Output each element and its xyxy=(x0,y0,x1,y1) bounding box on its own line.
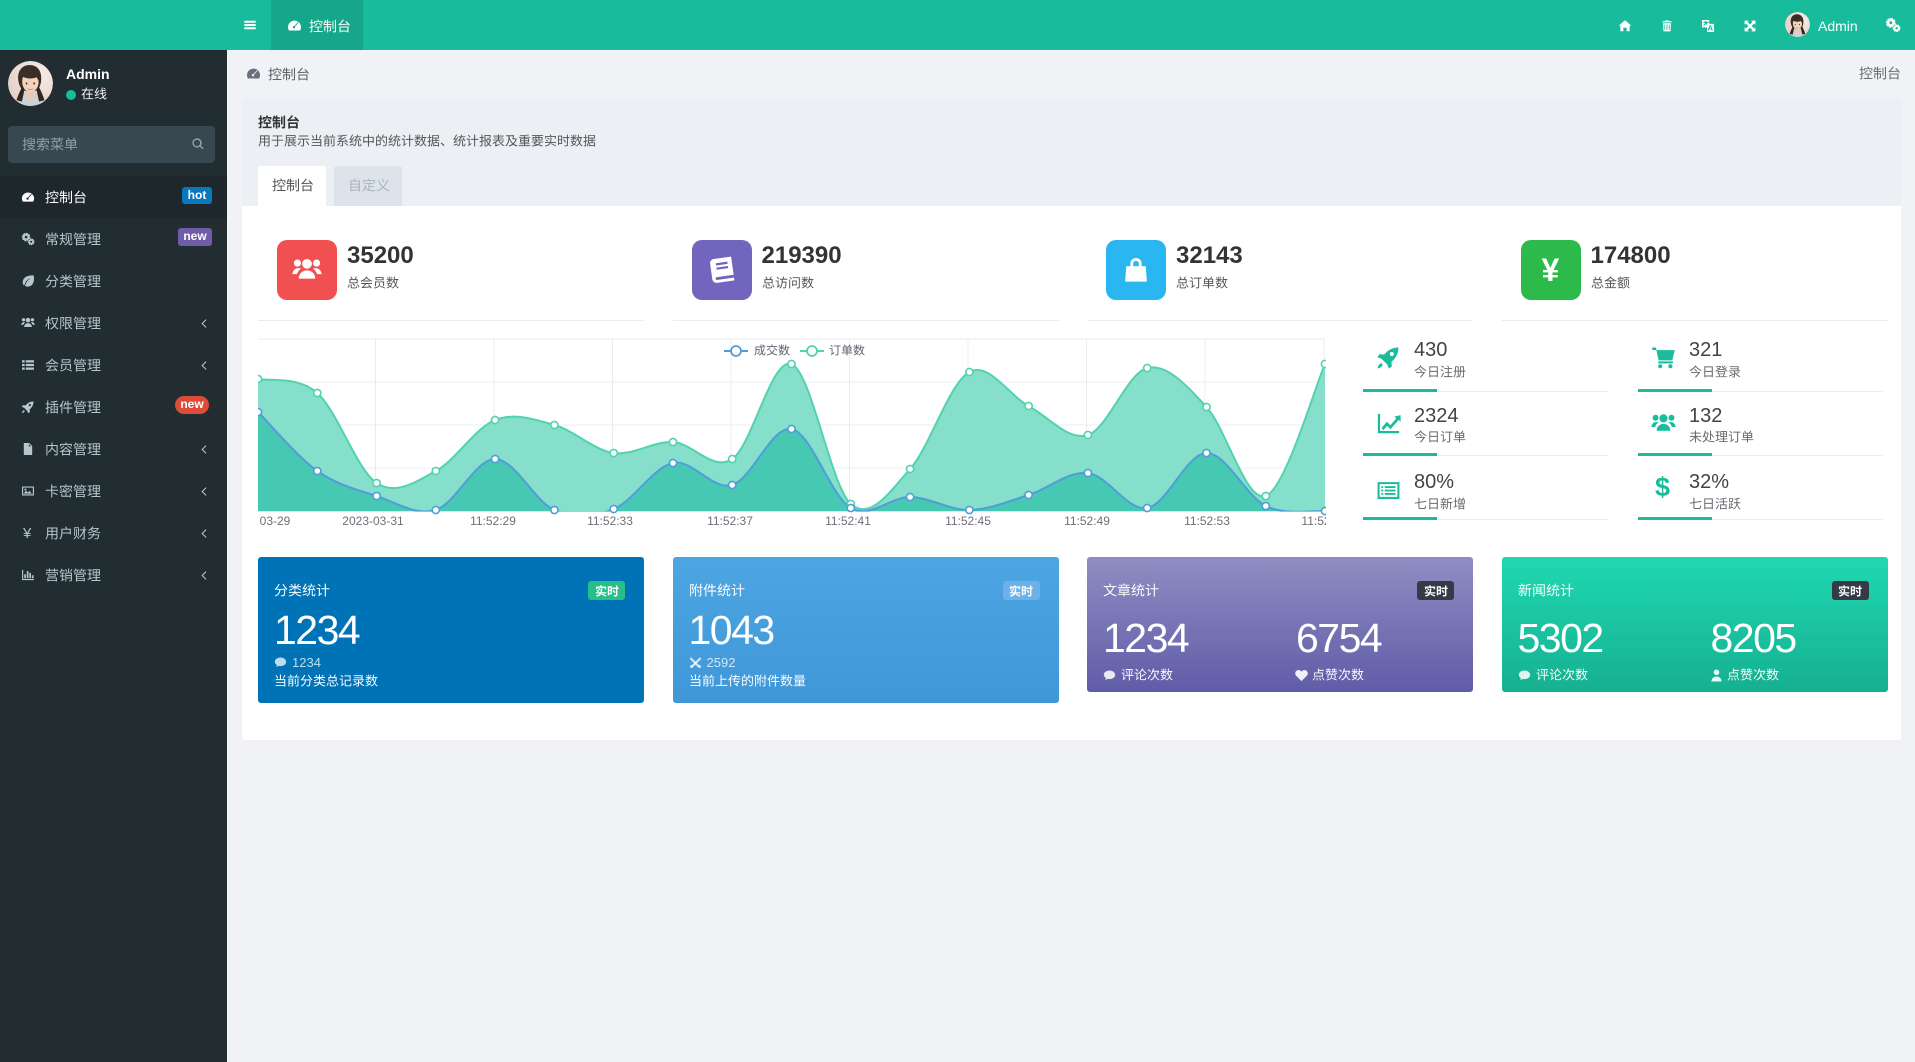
svg-text:2023-03-31: 2023-03-31 xyxy=(342,514,404,528)
svg-text:11:52:49: 11:52:49 xyxy=(1064,514,1110,528)
svg-text:11:52:53: 11:52:53 xyxy=(1184,514,1230,528)
svg-text:11:52:41: 11:52:41 xyxy=(825,514,871,528)
svg-text:11:52:5: 11:52:5 xyxy=(1301,514,1326,528)
svg-text:11:52:29: 11:52:29 xyxy=(470,514,516,528)
svg-text:03-29: 03-29 xyxy=(260,514,291,528)
svg-text:11:52:37: 11:52:37 xyxy=(707,514,753,528)
svg-text:11:52:45: 11:52:45 xyxy=(945,514,991,528)
svg-text:11:52:33: 11:52:33 xyxy=(587,514,633,528)
